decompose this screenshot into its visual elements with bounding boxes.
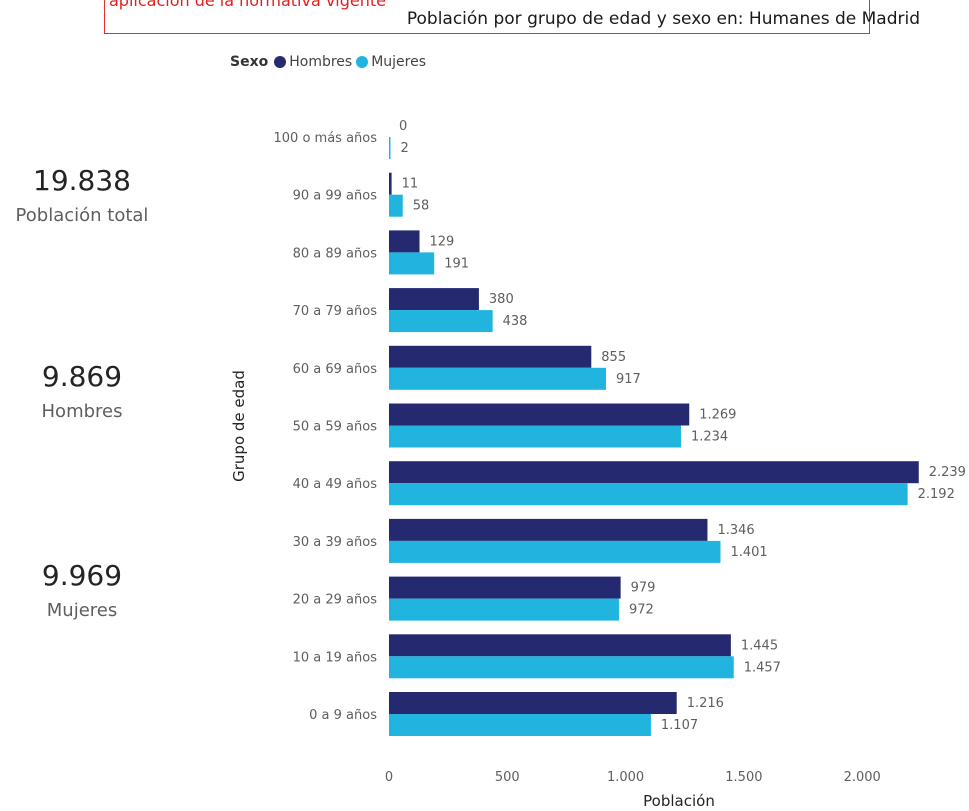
kpi-hombres-card: 9.869 Hombres [0,360,182,422]
bar-hombres [389,692,677,714]
bar-hombres [389,288,479,311]
bar-hombres [389,345,592,368]
bar-mujeres [389,367,606,390]
x-tick-label: 1.000 [607,770,644,785]
data-label-mujeres: 1.401 [730,545,767,560]
data-label-mujeres: 1.457 [744,660,781,675]
kpi-hombres-label: Hombres [41,401,123,422]
kpi-total-label: Población total [15,205,149,226]
bar-mujeres [389,310,493,333]
data-label-hombres: 979 [631,581,656,596]
category-label: 0 a 9 años [309,708,377,723]
notice-banner: aplicación de la normativa vigente [104,0,870,34]
bar-hombres [389,172,392,195]
legend-title: Sexo [230,54,269,70]
data-label-hombres: 1.346 [717,523,754,538]
category-label: 60 a 69 años [293,362,378,377]
kpi-mujeres-card: 9.969 Mujeres [0,559,182,621]
bar-mujeres [389,656,734,679]
x-tick-label: 1.500 [725,770,762,785]
legend-label-mujeres: Mujeres [371,54,427,70]
category-label: 40 a 49 años [293,477,378,492]
chart-title: Población por grupo de edad y sexo en: H… [406,9,920,29]
x-tick-label: 500 [495,770,520,785]
chart-legend: Sexo Hombres Mujeres [230,54,430,70]
bar-hombres [389,461,919,484]
kpi-mujeres-value: 9.969 [41,559,123,592]
data-label-hombres: 380 [489,292,514,307]
data-label-mujeres: 2 [401,141,409,156]
data-label-hombres: 1.216 [687,696,724,711]
bar-mujeres [389,194,403,217]
data-label-mujeres: 917 [616,372,641,387]
data-label-hombres: 1.445 [741,638,778,653]
kpi-mujeres-label: Mujeres [46,600,118,621]
bar-hombres [389,230,420,253]
kpi-total-card: 19.838 Población total [0,164,182,226]
category-label: 100 o más años [274,131,378,146]
category-label: 80 a 89 años [293,246,378,261]
legend-dot-mujeres [356,56,369,68]
data-label-hombres: 11 [402,177,419,192]
category-label: 20 a 29 años [293,593,378,608]
data-label-hombres: 2.239 [929,465,966,480]
x-tick-label: 0 [385,770,393,785]
data-label-mujeres: 438 [503,314,528,329]
data-label-mujeres: 1.107 [661,718,698,733]
data-label-mujeres: 58 [413,199,430,214]
bar-hombres [389,576,621,599]
data-label-hombres: 855 [601,350,626,365]
legend-dot-hombres [274,56,287,68]
bar-mujeres [389,252,435,275]
data-label-mujeres: 972 [629,603,654,618]
category-label: 90 a 99 años [293,189,378,204]
data-label-hombres: 1.269 [699,408,736,423]
notice-text: aplicación de la normativa vigente [109,0,386,10]
bar-mujeres [389,714,651,736]
category-label: 30 a 39 años [293,535,378,550]
legend-item-hombres[interactable]: Hombres [274,54,352,70]
x-axis-title: Población [643,792,715,810]
data-label-hombres: 129 [430,234,455,249]
kpi-hombres-value: 9.869 [41,360,123,393]
data-label-hombres: 0 [399,119,407,134]
x-tick-label: 2.000 [844,770,881,785]
category-label: 10 a 19 años [293,650,378,665]
y-axis-title: Grupo de edad [230,370,248,482]
data-label-mujeres: 1.234 [691,430,728,445]
bar-mujeres [389,598,619,621]
bar-hombres [389,518,708,541]
bar-hombres [389,403,690,426]
bar-mujeres [389,540,721,563]
bar-hombres [389,634,731,657]
bar-mujeres [389,425,681,448]
kpi-total-value: 19.838 [33,164,131,197]
data-label-mujeres: 191 [444,256,469,271]
bar-mujeres [389,137,391,159]
category-label: 70 a 79 años [293,304,378,319]
legend-label-hombres: Hombres [289,54,353,70]
category-label: 50 a 59 años [293,420,378,435]
legend-item-mujeres[interactable]: Mujeres [356,54,426,70]
bar-mujeres [389,483,908,506]
data-label-mujeres: 2.192 [918,487,955,502]
